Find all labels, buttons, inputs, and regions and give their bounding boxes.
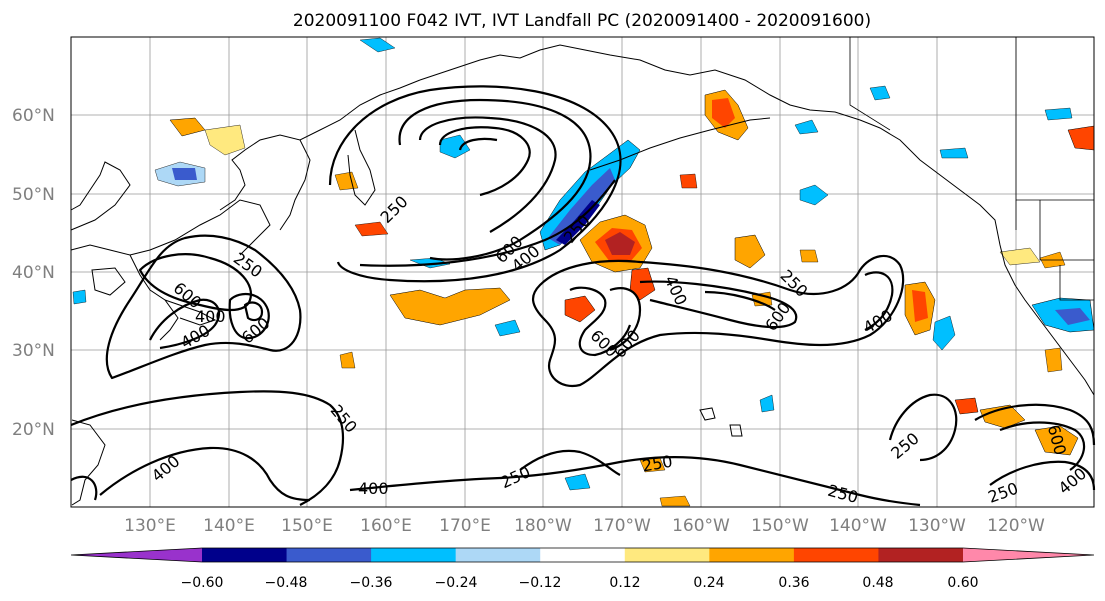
- pc-positive-region: [679, 173, 698, 189]
- ivt-contours: [70, 85, 1096, 507]
- pc-positive-core: [912, 290, 928, 322]
- pc-positive-region: [204, 124, 246, 156]
- colorbar-tick-label: −0.24: [435, 575, 478, 591]
- pc-negative-core: [548, 168, 615, 245]
- colorbar-segments: [70, 547, 1095, 563]
- lat-label: 40°N: [12, 263, 55, 283]
- colorbar-segment: [624, 548, 710, 562]
- colorbar-segment: [793, 548, 879, 562]
- pc-negative-region: [939, 147, 969, 159]
- colorbar-tick-label: −0.36: [350, 575, 393, 591]
- pc-positive-region: [339, 351, 356, 369]
- lon-label: 170°W: [593, 516, 651, 536]
- lat-label: 60°N: [12, 106, 55, 126]
- lon-label: 130°E: [124, 516, 176, 536]
- map-panel: 250 600 400 250 600 400 600 250 600 400 …: [70, 36, 1096, 508]
- political-borders: [849, 37, 1094, 301]
- pc-positive-region: [1044, 347, 1063, 373]
- map-frame: [70, 36, 1095, 508]
- pc-negative-region: [564, 473, 591, 491]
- lat-label: 20°N: [12, 420, 55, 440]
- lon-label: 170°E: [439, 516, 491, 536]
- colorbar-segment: [709, 548, 795, 562]
- lon-label: 140°W: [829, 516, 887, 536]
- colorbar-segment: [202, 548, 288, 562]
- figure-title: 2020091100 F042 IVT, IVT Landfall PC (20…: [293, 11, 871, 31]
- pc-positive-region: [799, 249, 819, 263]
- colorbar-tick-label: 0.36: [778, 575, 809, 591]
- pc-positive-region: [629, 267, 656, 301]
- pc-negative-region: [439, 134, 471, 159]
- pc-negative-region: [869, 85, 891, 101]
- pc-positive-region: [751, 291, 773, 307]
- lon-label: 150°E: [281, 516, 333, 536]
- pc-positive-region: [564, 295, 596, 323]
- pc-positive-region: [979, 404, 1026, 429]
- colorbar-extension-max: [963, 548, 1094, 562]
- colorbar-outline: [70, 547, 1095, 563]
- colorbar-tick-label: −0.12: [519, 575, 562, 591]
- lon-label: 160°W: [672, 516, 730, 536]
- lat-tick-labels: 60°N 50°N 40°N 30°N 20°N: [12, 106, 55, 440]
- lon-label: 120°W: [987, 516, 1045, 536]
- pc-negative-region: [72, 289, 87, 305]
- lon-label: 160°E: [360, 516, 412, 536]
- colorbar-tick-label: −0.60: [181, 575, 224, 591]
- colorbar-tick-label: −0.48: [265, 575, 308, 591]
- colorbar: −0.60 −0.48 −0.36 −0.24 −0.12 0.12 0.24 …: [70, 547, 1095, 591]
- pc-shading: [72, 37, 1095, 507]
- colorbar-extension-min: [71, 548, 202, 562]
- colorbar-ticks: −0.60 −0.48 −0.36 −0.24 −0.12 0.12 0.24 …: [181, 575, 979, 591]
- pc-negative-region: [794, 119, 819, 135]
- colorbar-tick-label: 0.12: [609, 575, 640, 591]
- contour-label: 400: [195, 307, 226, 326]
- pc-negative-region: [799, 184, 829, 206]
- colorbar-segment: [455, 548, 541, 562]
- colorbar-segment: [878, 548, 964, 562]
- lon-tick-labels: 130°E 140°E 150°E 160°E 170°E 180°W 170°…: [124, 516, 1045, 536]
- lon-label: 150°W: [751, 516, 809, 536]
- pc-negative-region: [359, 37, 396, 53]
- pc-positive-region: [389, 287, 511, 326]
- pc-negative-core: [1055, 308, 1090, 325]
- colorbar-tick-label: 0.24: [693, 575, 724, 591]
- lon-label: 130°W: [908, 516, 966, 536]
- pc-negative-core: [172, 168, 197, 180]
- colorbar-segment: [286, 548, 372, 562]
- pc-negative-region: [1044, 107, 1073, 121]
- pc-negative-region: [494, 319, 521, 337]
- pc-positive-region: [354, 221, 389, 237]
- lon-label: 180°W: [514, 516, 572, 536]
- lon-label: 140°E: [203, 516, 255, 536]
- pc-positive-region: [954, 397, 979, 415]
- pc-positive-peak: [605, 232, 635, 255]
- pc-positive-region: [734, 234, 766, 269]
- pc-negative-region: [932, 315, 956, 351]
- colorbar-tick-label: 0.48: [862, 575, 893, 591]
- pc-positive-region: [659, 495, 691, 507]
- colorbar-segment: [540, 548, 626, 562]
- coastlines: [70, 44, 1095, 506]
- pc-negative-region: [759, 394, 775, 413]
- pc-positive-region: [999, 247, 1041, 266]
- colorbar-tick-label: 0.60: [947, 575, 978, 591]
- pc-positive-core: [712, 98, 735, 128]
- colorbar-segment: [371, 548, 457, 562]
- pc-positive-region: [1034, 425, 1079, 456]
- lat-label: 50°N: [12, 185, 55, 205]
- lat-label: 30°N: [12, 341, 55, 361]
- contour-label: 400: [358, 479, 389, 498]
